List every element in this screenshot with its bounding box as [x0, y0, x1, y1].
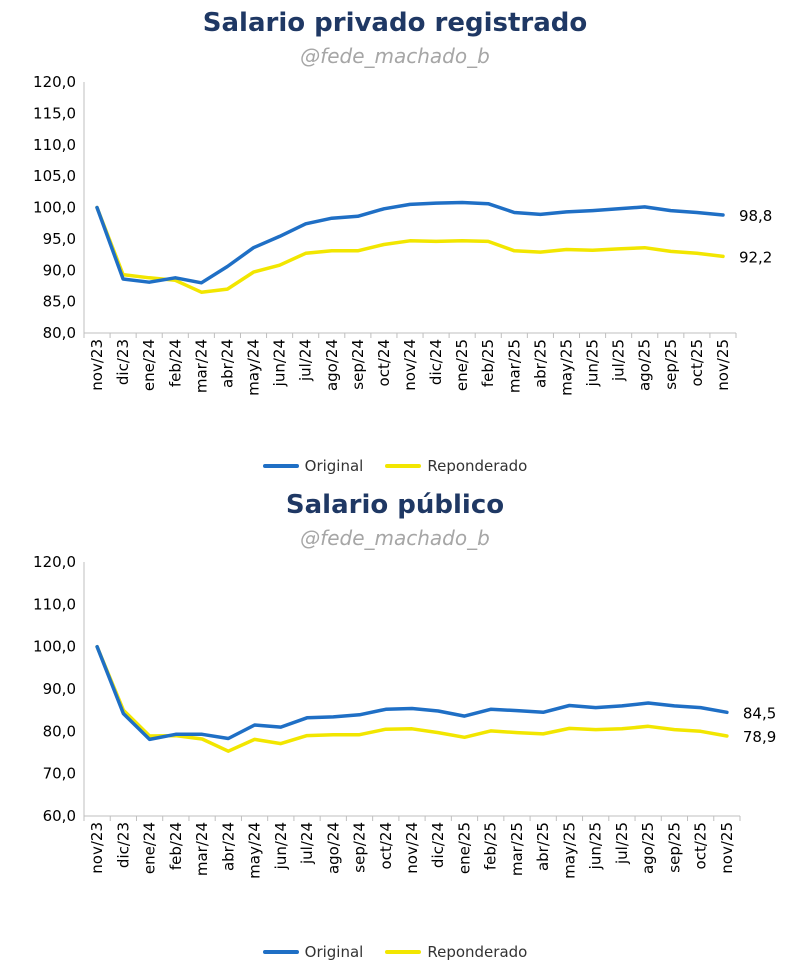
x-tick-label: dic/23 [114, 339, 132, 385]
legend-label-reponderado: Reponderado [427, 943, 528, 961]
chart1-legend-original: Original [262, 457, 364, 475]
chart2-legend-reponderado: Reponderado [385, 943, 527, 961]
y-tick-label: 60,0 [43, 807, 76, 825]
chart2-legend: Original Reponderado [0, 943, 790, 961]
x-tick-label: nov/23 [88, 822, 106, 874]
chart1-subtitle: @fede_machado_b [300, 44, 490, 68]
x-tick-label: abr/24 [219, 822, 237, 871]
x-tick-label: ago/24 [323, 339, 341, 391]
x-tick-label: nov/23 [88, 339, 106, 391]
x-tick-label: nov/25 [714, 339, 732, 391]
x-tick-label: nov/24 [403, 822, 421, 874]
x-tick-label: may/25 [557, 339, 575, 396]
end-label-reponderado: 92,2 [739, 248, 772, 266]
legend-line-original [262, 950, 299, 954]
x-tick-label: may/24 [246, 822, 264, 879]
x-tick-label: abr/25 [531, 339, 549, 388]
legend-label-reponderado: Reponderado [427, 457, 528, 475]
legend-label-original: Original [304, 943, 364, 961]
chart2-title: Salario público [285, 490, 505, 520]
x-tick-label: nov/25 [718, 822, 736, 874]
x-tick-label: ago/25 [639, 822, 657, 874]
x-tick-label: feb/24 [167, 822, 185, 870]
x-tick-label: ene/25 [453, 339, 471, 391]
end-label-original: 98,8 [739, 207, 772, 225]
chart1-title: Salario privado registrado [202, 8, 588, 38]
x-tick-label: oct/25 [688, 339, 706, 386]
x-tick-label: dic/24 [427, 339, 445, 385]
y-tick-label: 90,0 [43, 261, 76, 279]
x-tick-label: jun/25 [587, 822, 605, 870]
x-tick-label: jul/25 [613, 822, 631, 865]
y-tick-label: 95,0 [43, 230, 76, 248]
x-tick-label: sep/24 [349, 339, 367, 390]
x-tick-label: jul/24 [297, 339, 315, 382]
x-tick-label: oct/25 [692, 822, 710, 869]
y-tick-label: 80,0 [43, 324, 76, 342]
x-tick-label: ene/25 [455, 822, 473, 874]
x-tick-label: jun/24 [271, 339, 289, 387]
y-tick-label: 100,0 [33, 199, 76, 217]
legend-line-reponderado [385, 464, 422, 468]
chart2-legend-original: Original [262, 943, 364, 961]
x-tick-label: abr/24 [218, 339, 236, 388]
y-tick-label: 85,0 [43, 293, 76, 311]
x-tick-label: jun/24 [272, 822, 290, 870]
x-tick-label: jul/25 [610, 339, 628, 382]
x-tick-label: jun/25 [584, 339, 602, 387]
y-tick-label: 105,0 [33, 167, 76, 185]
x-tick-label: feb/25 [479, 339, 497, 387]
legend-line-reponderado [385, 950, 422, 954]
x-tick-label: jul/24 [298, 822, 316, 865]
x-tick-label: sep/25 [662, 339, 680, 390]
x-tick-label: sep/24 [351, 822, 369, 873]
x-tick-label: abr/25 [534, 822, 552, 871]
y-tick-label: 90,0 [43, 680, 76, 698]
series-line-original [95, 200, 725, 285]
x-tick-label: may/25 [560, 822, 578, 879]
chart1-legend: Original Reponderado [0, 457, 790, 475]
series-line-reponderado [95, 205, 725, 294]
y-tick-label: 80,0 [43, 722, 76, 740]
x-tick-label: oct/24 [375, 339, 393, 386]
x-tick-label: sep/25 [665, 822, 683, 873]
x-tick-label: dic/24 [429, 822, 447, 868]
x-tick-label: ago/24 [324, 822, 342, 874]
y-tick-label: 120,0 [33, 553, 76, 571]
x-tick-label: ago/25 [636, 339, 654, 391]
y-tick-label: 115,0 [33, 104, 76, 122]
y-tick-label: 110,0 [33, 136, 76, 154]
x-tick-label: ene/24 [141, 822, 159, 874]
x-tick-label: mar/25 [505, 339, 523, 393]
y-tick-label: 70,0 [43, 765, 76, 783]
chart1-legend-reponderado: Reponderado [385, 457, 527, 475]
x-tick-label: may/24 [245, 339, 263, 396]
legend-label-original: Original [304, 457, 364, 475]
x-tick-label: ene/24 [140, 339, 158, 391]
x-tick-label: dic/23 [114, 822, 132, 868]
y-tick-label: 120,0 [33, 73, 76, 91]
x-tick-label: oct/24 [377, 822, 395, 869]
series-line-original [95, 644, 729, 742]
chart1-plot: 80,0 85,0 90,0 95,0 100,0 105,0 110,0 115,0 120,… [33, 73, 772, 396]
end-label-reponderado: 78,9 [743, 728, 776, 746]
chart2-subtitle: @fede_machado_b [300, 526, 490, 550]
chart2-plot: 60,0 70,0 80,0 90,0 100,0 110,0 120,0 nov/23 dic… [33, 553, 776, 879]
x-tick-label: nov/24 [401, 339, 419, 391]
x-tick-label: mar/24 [192, 339, 210, 393]
y-tick-label: 110,0 [33, 595, 76, 613]
end-label-original: 84,5 [743, 704, 776, 722]
x-tick-label: feb/25 [482, 822, 500, 870]
x-tick-label: feb/24 [166, 339, 184, 387]
series-line-reponderado [95, 644, 729, 753]
y-tick-label: 100,0 [33, 638, 76, 656]
x-tick-label: mar/24 [193, 822, 211, 876]
legend-line-original [262, 464, 299, 468]
x-tick-label: mar/25 [508, 822, 526, 876]
